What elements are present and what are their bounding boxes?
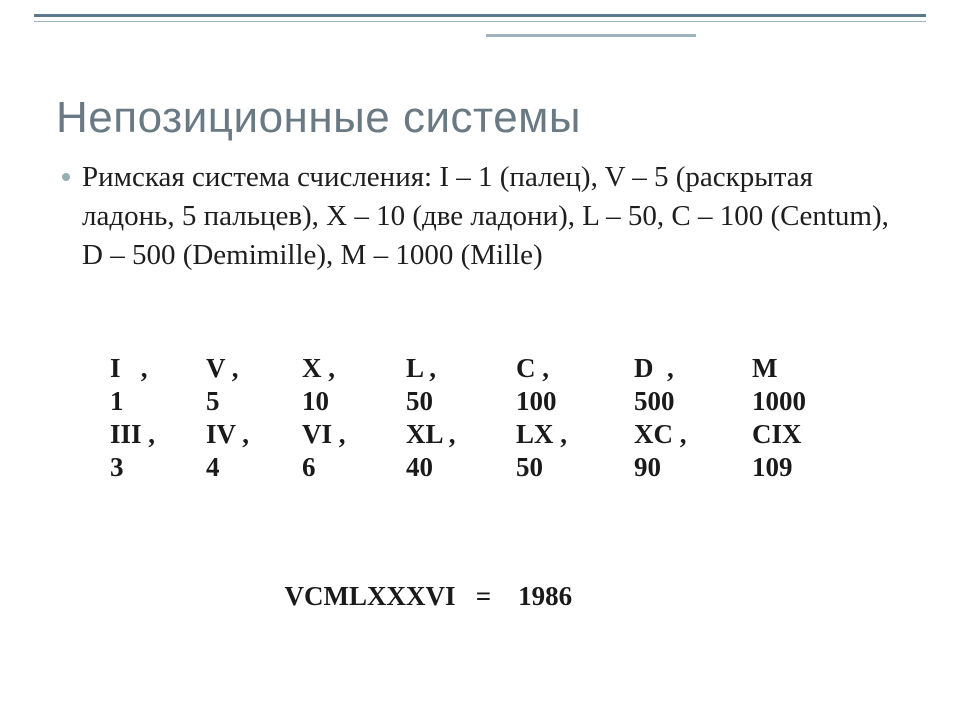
roman-equation: VCMLXXXVI = 1986 — [258, 550, 572, 643]
equation-operator: = — [476, 581, 491, 611]
table-cell: I , — [110, 353, 206, 384]
table-cell: 100 — [516, 386, 634, 417]
table-cell: 1 — [110, 386, 206, 417]
table-cell: VI , — [302, 419, 406, 450]
table-row: I ,V ,X ,L ,C ,D ,M — [110, 353, 852, 384]
bullet-icon — [62, 173, 70, 181]
table-cell: LX , — [516, 419, 634, 450]
header-line-thick — [34, 14, 926, 17]
table-cell: III , — [110, 419, 206, 450]
table-cell: XC , — [634, 419, 752, 450]
equation-right: 1986 — [518, 581, 572, 611]
table-cell: 90 — [634, 452, 752, 483]
table-cell: CIX — [752, 419, 852, 450]
body-content: Римская система счисления: I – 1 (палец)… — [80, 158, 900, 275]
table-row: 346405090109 — [110, 452, 852, 483]
table-cell: 5 — [206, 386, 302, 417]
table-row: III ,IV ,VI ,XL ,LX ,XC ,CIX — [110, 419, 852, 450]
table-row: 1510501005001000 — [110, 386, 852, 417]
table-cell: 3 — [110, 452, 206, 483]
equation-left: VCMLXXXVI — [285, 581, 456, 611]
bullet-text: Римская система счисления: I – 1 (палец)… — [82, 158, 900, 275]
table-cell: 1000 — [752, 386, 852, 417]
table-cell: C , — [516, 353, 634, 384]
table-cell: 50 — [406, 386, 516, 417]
table-cell: X , — [302, 353, 406, 384]
table-cell: IV , — [206, 419, 302, 450]
table-cell: M — [752, 353, 852, 384]
table-cell: D , — [634, 353, 752, 384]
table-cell: L , — [406, 353, 516, 384]
table-cell: 6 — [302, 452, 406, 483]
header-line-thin — [34, 21, 926, 22]
bullet-item: Римская система счисления: I – 1 (палец)… — [80, 158, 900, 275]
table-cell: 500 — [634, 386, 752, 417]
header-decoration — [34, 14, 926, 32]
table-cell: 4 — [206, 452, 302, 483]
table-cell: XL , — [406, 419, 516, 450]
slide-title: Непозиционные системы — [56, 93, 581, 143]
table-cell: 109 — [752, 452, 852, 483]
table-cell: 50 — [516, 452, 634, 483]
table-cell: 10 — [302, 386, 406, 417]
header-accent-line — [486, 34, 696, 37]
table-cell: V , — [206, 353, 302, 384]
table-cell: 40 — [406, 452, 516, 483]
roman-numeral-table: I ,V ,X ,L ,C ,D ,M1510501005001000III ,… — [110, 353, 852, 485]
